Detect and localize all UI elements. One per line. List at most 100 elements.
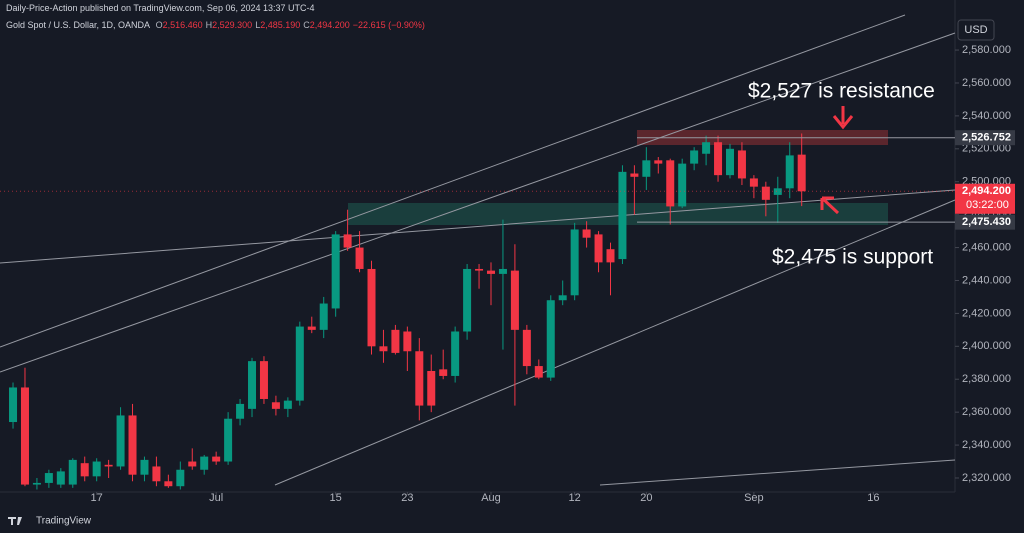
candle-body xyxy=(331,234,340,309)
support-zone xyxy=(348,203,888,225)
candle-body xyxy=(702,142,711,154)
channel-line xyxy=(274,199,956,486)
x-tick-label: Aug xyxy=(481,492,501,504)
ohlc-key: H xyxy=(205,20,213,30)
currency[interactable]: USD xyxy=(964,24,987,36)
x-tick-label: Jul xyxy=(209,492,223,504)
ohlc-value: 2,516.460 xyxy=(162,20,203,30)
y-tick-label: 2,460.000 xyxy=(962,241,1011,253)
candle-body xyxy=(224,418,233,462)
candle-body xyxy=(259,361,268,399)
candle-body xyxy=(510,270,519,330)
candle-body xyxy=(570,229,579,296)
price-label: 2,475.430 xyxy=(962,216,1011,228)
candle-body xyxy=(367,268,376,347)
logo-icon xyxy=(8,517,22,525)
candle-body xyxy=(116,415,125,467)
candle-body xyxy=(188,461,197,467)
price-label: 2,526.752 xyxy=(962,132,1011,144)
price-label-box xyxy=(955,214,1015,230)
candle-body xyxy=(9,387,18,423)
x-tick-label: 17 xyxy=(91,492,103,504)
candle-body xyxy=(654,160,663,164)
candle-body xyxy=(749,178,758,187)
x-tick-label: 12 xyxy=(569,492,581,504)
price-label-box xyxy=(955,183,1015,214)
candle-body xyxy=(355,247,364,269)
y-tick-label: 2,340.000 xyxy=(962,439,1011,451)
trend-line xyxy=(0,189,956,264)
ohlc-key: O xyxy=(155,20,163,30)
candle-body xyxy=(714,142,723,176)
y-tick-label: 2,320.000 xyxy=(962,472,1011,484)
candle-body xyxy=(212,456,221,462)
candle-body xyxy=(463,268,472,332)
candle-body xyxy=(451,331,460,376)
annotation: $2,475 is support xyxy=(772,246,933,269)
candle-body xyxy=(56,471,65,485)
candle-body xyxy=(319,303,328,330)
candle-body xyxy=(307,326,316,330)
candle-body xyxy=(379,346,388,352)
y-tick-label: 2,420.000 xyxy=(962,307,1011,319)
candle-body xyxy=(761,186,770,200)
y-tick-label: 2,580.000 xyxy=(962,44,1011,56)
ohlc-value: 2,529.300 xyxy=(212,20,253,30)
y-tick-label: 2,560.000 xyxy=(962,77,1011,89)
x-tick-label: 15 xyxy=(330,492,342,504)
annotation: $2,527 is resistance xyxy=(748,80,935,103)
ohlc-key: L xyxy=(255,20,261,30)
candle-body xyxy=(690,150,699,164)
ohlc-value: 2,485.190 xyxy=(260,20,301,30)
candle-body xyxy=(271,402,280,409)
y-tick-label: 2,540.000 xyxy=(962,110,1011,122)
channel-line xyxy=(0,14,906,348)
candle-body xyxy=(236,403,245,419)
candle-body xyxy=(200,456,209,470)
drawings xyxy=(0,14,956,486)
candle-body xyxy=(152,466,161,482)
candle-body xyxy=(558,295,567,301)
y-tick-label: 2,520.000 xyxy=(962,143,1011,155)
candle-body xyxy=(737,150,746,179)
arrow xyxy=(820,196,840,215)
candle-body xyxy=(606,249,615,263)
y-tick-label: 2,400.000 xyxy=(962,340,1011,352)
x-tick-label: 20 xyxy=(640,492,652,504)
candle-body xyxy=(546,300,555,378)
trend-line xyxy=(599,459,956,486)
candle-body xyxy=(44,473,53,483)
candle-body xyxy=(128,415,137,475)
candle-body xyxy=(534,366,543,378)
candle-body xyxy=(439,369,448,376)
price-label-box xyxy=(955,130,1015,146)
candle-body xyxy=(80,463,89,477)
candle-body xyxy=(283,400,292,409)
currency-box[interactable] xyxy=(957,19,995,41)
candle-body xyxy=(666,160,675,207)
candle-body xyxy=(343,234,352,248)
candle-body xyxy=(140,459,149,475)
candle-body xyxy=(20,387,29,485)
candle-body xyxy=(403,331,412,352)
candle-body xyxy=(785,155,794,189)
candle-body xyxy=(391,329,400,353)
symbol-line: Gold Spot / U.S. Dollar, 1D, OANDA O2,51… xyxy=(6,20,428,30)
y-tick-label: 2,360.000 xyxy=(962,406,1011,418)
candle-body xyxy=(630,173,639,177)
footer-logo[interactable]: TradingView xyxy=(36,516,92,527)
countdown: 03:22:00 xyxy=(966,199,1009,211)
price-label: 2,494.200 xyxy=(962,185,1011,197)
change: −22.615 (−0.90%) xyxy=(352,20,425,30)
ohlc-key: C xyxy=(303,20,310,30)
candle-body xyxy=(68,459,77,485)
candle-body xyxy=(427,371,436,406)
candle-body xyxy=(594,234,603,263)
ohlc-value: 2,494.200 xyxy=(309,20,350,30)
publisher: Daily-Price-Action published on TradingV… xyxy=(6,3,315,13)
candle-body xyxy=(176,469,185,487)
channel-line xyxy=(0,32,956,373)
